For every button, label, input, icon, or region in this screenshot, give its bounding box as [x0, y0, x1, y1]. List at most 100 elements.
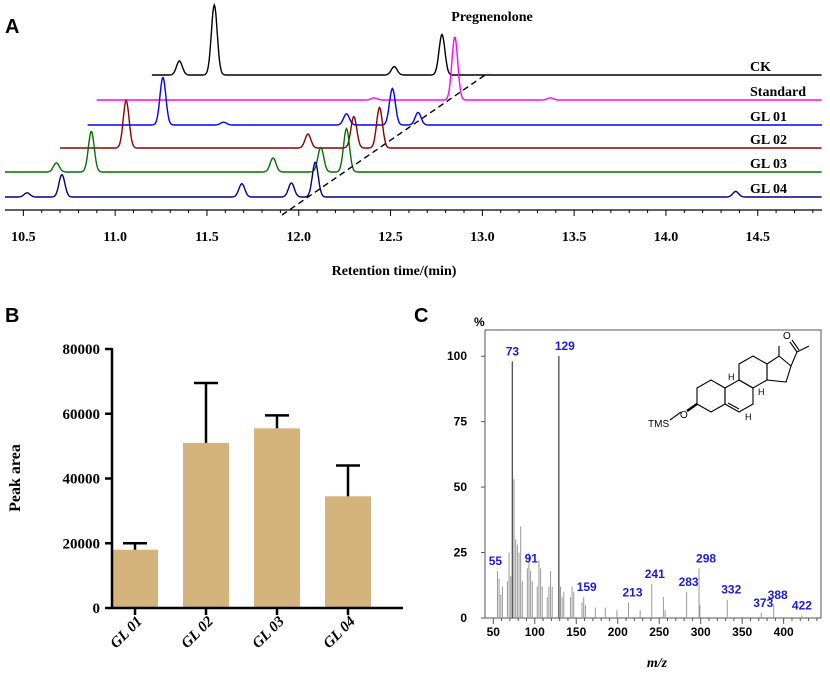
trace-label-gl-03: GL 03 [750, 157, 787, 172]
y-tick-label-b: 20000 [63, 536, 101, 552]
panel-c-label: C [414, 305, 428, 327]
ring-b [724, 379, 754, 413]
y-tick-label-b: 0 [93, 601, 101, 617]
y-tick-label-c: 25 [454, 546, 468, 560]
peak-label-298: 298 [696, 551, 716, 565]
double-bond [727, 402, 740, 410]
peak-label-213: 213 [623, 585, 643, 599]
peak-label-129: 129 [555, 339, 575, 353]
trace-label-ck: CK [750, 60, 771, 75]
acetyl-methyl [796, 345, 810, 353]
side-chain-bond [790, 351, 798, 367]
x-tick-label-a: 14.0 [654, 230, 679, 245]
y-axis-title-c: % [474, 315, 485, 329]
peak-label-241: 241 [645, 567, 665, 581]
peak-label-332: 332 [721, 583, 741, 597]
x-tick-label-a: 12.0 [287, 230, 312, 245]
x-tick-label-a: 10.5 [11, 230, 36, 245]
trace-gl-02 [60, 98, 822, 149]
y-tick-label-c: 75 [454, 415, 468, 429]
peak-label-373: 373 [753, 596, 773, 610]
bar-gl-03 [254, 428, 300, 608]
trace-labels: CK Standard GL 01 GL 02 GL 03 GL 04 [750, 60, 806, 197]
bars [112, 381, 371, 608]
x-tick-label-c: 100 [525, 625, 545, 639]
spectrum-frame [484, 329, 822, 619]
x-tick-label-a: 13.5 [562, 230, 587, 245]
structure-text: TMS O O H H H [648, 331, 791, 430]
y-tick-label-b: 80000 [63, 342, 101, 358]
trace-label-standard: Standard [750, 85, 806, 100]
y-tick-label-c: 100 [447, 349, 467, 363]
x-tick-label-c: 350 [732, 625, 752, 639]
x-tick-label-c: 200 [608, 625, 628, 639]
x-tick-label-c: 400 [774, 625, 794, 639]
y-axis-title-b: Peak area [7, 444, 24, 512]
y-tick-label-c: 0 [460, 611, 467, 625]
pregnenolone-annotation: Pregnenolone [451, 10, 532, 25]
oxygen-text: O [680, 410, 688, 421]
chromatogram-traces [5, 2, 822, 198]
ketone-oxygen-text: O [783, 331, 791, 342]
peak-label-91: 91 [525, 551, 539, 565]
y-axis-ticks-b: 0 20000 40000 60000 80000 [63, 342, 112, 617]
bar-gl-04 [325, 496, 371, 608]
x-tick-label-b: GL 04 [321, 613, 360, 652]
x-tick-label-b: GL 01 [108, 614, 146, 652]
c3-oxygen-bond [686, 403, 698, 412]
x-tick-label-c: 250 [649, 625, 669, 639]
x-tick-label-a: 11.0 [103, 230, 127, 245]
h-text-3: H [728, 372, 735, 382]
x-tick-label-a: 12.5 [378, 230, 403, 245]
x-tick-label-a: 11.5 [195, 230, 219, 245]
panel-b-label: B [5, 305, 19, 327]
ring-d [766, 355, 792, 383]
x-axis-ticks-b: GL 01 GL 02 GL 03 GL 04 [108, 608, 360, 652]
x-tick-label-a: 14.5 [745, 230, 770, 245]
tms-bond [669, 411, 682, 421]
x-tick-label-c: 50 [487, 625, 501, 639]
trace-label-gl-04: GL 04 [750, 182, 787, 197]
trace-standard [96, 36, 822, 101]
carbonyl-bond-2 [791, 339, 800, 351]
tms-text: TMS [648, 419, 669, 430]
x-tick-label-c: 150 [566, 625, 586, 639]
trace-label-gl-02: GL 02 [750, 133, 787, 148]
spectrum-peaks [496, 356, 803, 618]
x-tick-label-a: 13.0 [470, 230, 495, 245]
panel-a-label: A [5, 16, 19, 38]
peak-label-283: 283 [679, 575, 699, 589]
y-tick-label-b: 40000 [63, 472, 101, 488]
bar-gl-02 [183, 442, 229, 608]
peak-label-73: 73 [506, 344, 520, 358]
ring-c [738, 355, 768, 389]
x-tick-label-c: 300 [691, 625, 711, 639]
chromatogram-panel: Pregnenolone CK Standard GL 01 GL 02 GL 03 GL… [5, 2, 822, 279]
carbonyl-bond-1 [789, 341, 798, 353]
x-tick-label-b: GL 03 [250, 613, 289, 652]
trace-gl-04 [5, 161, 822, 198]
trace-gl-03 [5, 127, 822, 173]
pregnenolone-tms-structure [669, 339, 810, 421]
y-axis-ticks-c: 0 25 50 75 100 [447, 349, 485, 625]
trace-ck [151, 2, 822, 76]
y-tick-label-c: 50 [454, 480, 468, 494]
y-tick-label-b: 60000 [63, 407, 101, 423]
peak-label-388: 388 [768, 588, 788, 602]
peak-label-422: 422 [792, 598, 812, 612]
trace-gl-01 [87, 77, 822, 126]
retention-shift-dashed-line [281, 72, 489, 216]
x-axis-ticks-c: 50 100 150 200 250 300 350 400 [487, 618, 818, 639]
x-tick-label-b: GL 02 [179, 613, 218, 652]
bar-gl-01 [112, 549, 158, 608]
x-axis-title-a: Retention time/(min) [332, 264, 457, 279]
x-axis-title-c: m/z [647, 656, 668, 671]
peak-label-55: 55 [489, 554, 503, 568]
peak-label-159: 159 [577, 580, 597, 594]
x-axis-ticks-a: 10.5 11.0 11.5 12.0 12.5 13.0 13.5 14.0 14.5 [11, 210, 814, 245]
ring-a [696, 379, 726, 413]
